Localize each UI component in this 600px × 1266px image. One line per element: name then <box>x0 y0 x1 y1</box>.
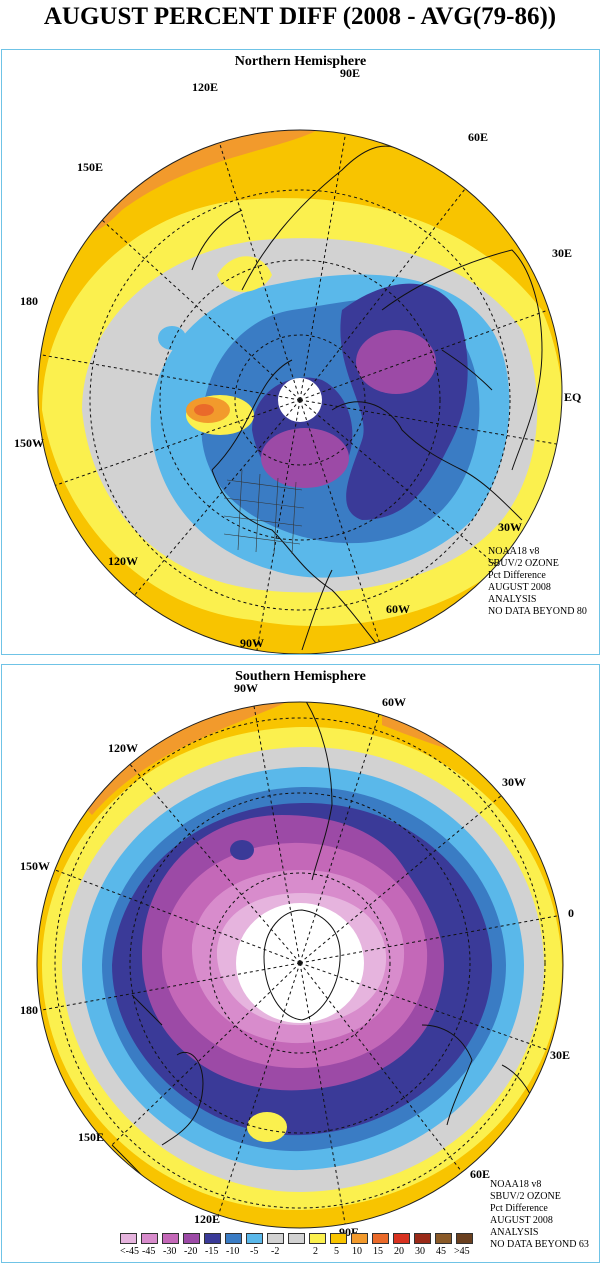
longitude-label: 120E <box>194 1212 221 1226</box>
ozone-field-minus-15 <box>230 840 254 860</box>
legend-swatch <box>414 1233 431 1244</box>
south-info-block: NOAA18 v8 SBUV/2 OZONE Pct Difference AU… <box>490 1179 589 1251</box>
info-line: NOAA18 v8 <box>490 1179 542 1190</box>
legend-tick: 10 <box>352 1246 362 1257</box>
legend-swatch <box>393 1233 410 1244</box>
info-line: ANALYSIS <box>488 594 537 605</box>
longitude-label: 150W <box>20 859 50 873</box>
legend-tick: 2 <box>313 1246 318 1257</box>
map-boundary <box>37 129 563 654</box>
ozone-field-plus-15 <box>194 404 214 416</box>
info-line: SBUV/2 OZONE <box>488 558 559 569</box>
state-borders <box>223 469 305 555</box>
info-line: SBUV/2 OZONE <box>490 1191 561 1202</box>
ozone-field-minus-20 <box>261 428 349 488</box>
legend-tick: 20 <box>394 1246 404 1257</box>
info-line: NOAA18 v8 <box>488 546 540 557</box>
longitude-label: 90W <box>240 636 264 650</box>
info-line: Pct Difference <box>488 570 546 581</box>
info-line: ANALYSIS <box>490 1227 539 1238</box>
longitude-label: 30E <box>552 246 573 260</box>
legend-tick: -20 <box>184 1246 198 1257</box>
legend-swatch <box>246 1233 263 1244</box>
longitude-label: 60W <box>386 602 410 616</box>
longitude-label: 30E <box>550 1048 571 1062</box>
legend-swatch <box>162 1233 179 1244</box>
color-legend: <-45 -45 -30 -20 -15 -10 -5 -2 2 5 10 15… <box>120 1233 480 1263</box>
ozone-field-minus-5 <box>158 326 186 350</box>
info-line: AUGUST 2008 <box>490 1215 553 1226</box>
longitude-label: 120W <box>108 554 138 568</box>
info-line: NO DATA BEYOND 63 <box>490 1239 589 1250</box>
legend-tick: 30 <box>415 1246 425 1257</box>
legend-swatch <box>204 1233 221 1244</box>
longitude-label: 30W <box>498 520 522 534</box>
legend-tick: 15 <box>373 1246 383 1257</box>
north-info-block: NOAA18 v8 SBUV/2 OZONE Pct Difference AU… <box>488 546 587 618</box>
ozone-field-minus-20 <box>356 330 436 394</box>
legend-swatch <box>435 1233 452 1244</box>
coastlines <box>191 145 543 651</box>
longitude-label: 180 <box>20 294 38 308</box>
longitude-label: 90E <box>340 66 361 80</box>
longitude-label: 150W <box>14 436 44 450</box>
legend-tick: 5 <box>334 1246 339 1257</box>
legend-swatch <box>372 1233 389 1244</box>
legend-swatch <box>456 1233 473 1244</box>
graticule <box>41 130 562 651</box>
legend-tick: >45 <box>454 1246 470 1257</box>
ozone-field-plus-2 <box>247 1112 287 1142</box>
longitude-label: 0 <box>568 906 574 920</box>
legend-tick: <-45 <box>120 1246 139 1257</box>
legend-tick: 45 <box>436 1246 446 1257</box>
legend-swatch <box>288 1233 305 1244</box>
legend-swatch <box>309 1233 326 1244</box>
legend-tick: -45 <box>142 1246 156 1257</box>
southern-hemisphere-map <box>36 701 564 1229</box>
longitude-label: 180 <box>20 1003 38 1017</box>
page-title: AUGUST PERCENT DIFF (2008 - AVG(79-86)) <box>43 3 557 30</box>
info-line: NO DATA BEYOND 80 <box>488 606 587 617</box>
legend-tick: -2 <box>271 1246 280 1257</box>
info-line: Pct Difference <box>490 1203 548 1214</box>
legend-swatch <box>120 1233 137 1244</box>
longitude-label: 60E <box>468 130 489 144</box>
longitude-label: 150E <box>77 160 104 174</box>
ozone-field-plus-10 <box>62 702 302 815</box>
legend-tick: -10 <box>226 1246 240 1257</box>
legend-swatch <box>225 1233 242 1244</box>
longitude-label: 30W <box>502 775 526 789</box>
legend-swatch <box>330 1233 347 1244</box>
pole-marker <box>298 961 302 965</box>
longitude-label: EQ <box>564 390 582 404</box>
info-line: AUGUST 2008 <box>488 582 551 593</box>
longitude-label: 90W <box>234 681 258 695</box>
longitude-label: 60W <box>382 695 406 709</box>
longitude-label: 120E <box>192 80 219 94</box>
northern-hemisphere-panel: Northern Hemisphere <box>1 49 600 655</box>
legend-swatch <box>141 1233 158 1244</box>
legend-swatch <box>351 1233 368 1244</box>
legend-swatch <box>267 1233 284 1244</box>
legend-tick: -15 <box>205 1246 219 1257</box>
graticule <box>41 702 563 1228</box>
legend-swatch <box>183 1233 200 1244</box>
legend-tick: -5 <box>250 1246 259 1257</box>
longitude-label: 120W <box>108 741 138 755</box>
southern-hemisphere-panel: Southern Hemisphere <box>1 664 600 1263</box>
northern-hemisphere-title: Northern Hemisphere <box>234 54 367 69</box>
ozone-field-plus-2 <box>217 256 272 292</box>
longitude-label: 60E <box>470 1167 491 1181</box>
southern-hemisphere-title: Southern Hemisphere <box>235 669 366 684</box>
northern-hemisphere-map <box>37 129 563 654</box>
map-boundary <box>36 701 564 1229</box>
longitude-label: 150E <box>78 1130 105 1144</box>
legend-tick: -30 <box>163 1246 177 1257</box>
